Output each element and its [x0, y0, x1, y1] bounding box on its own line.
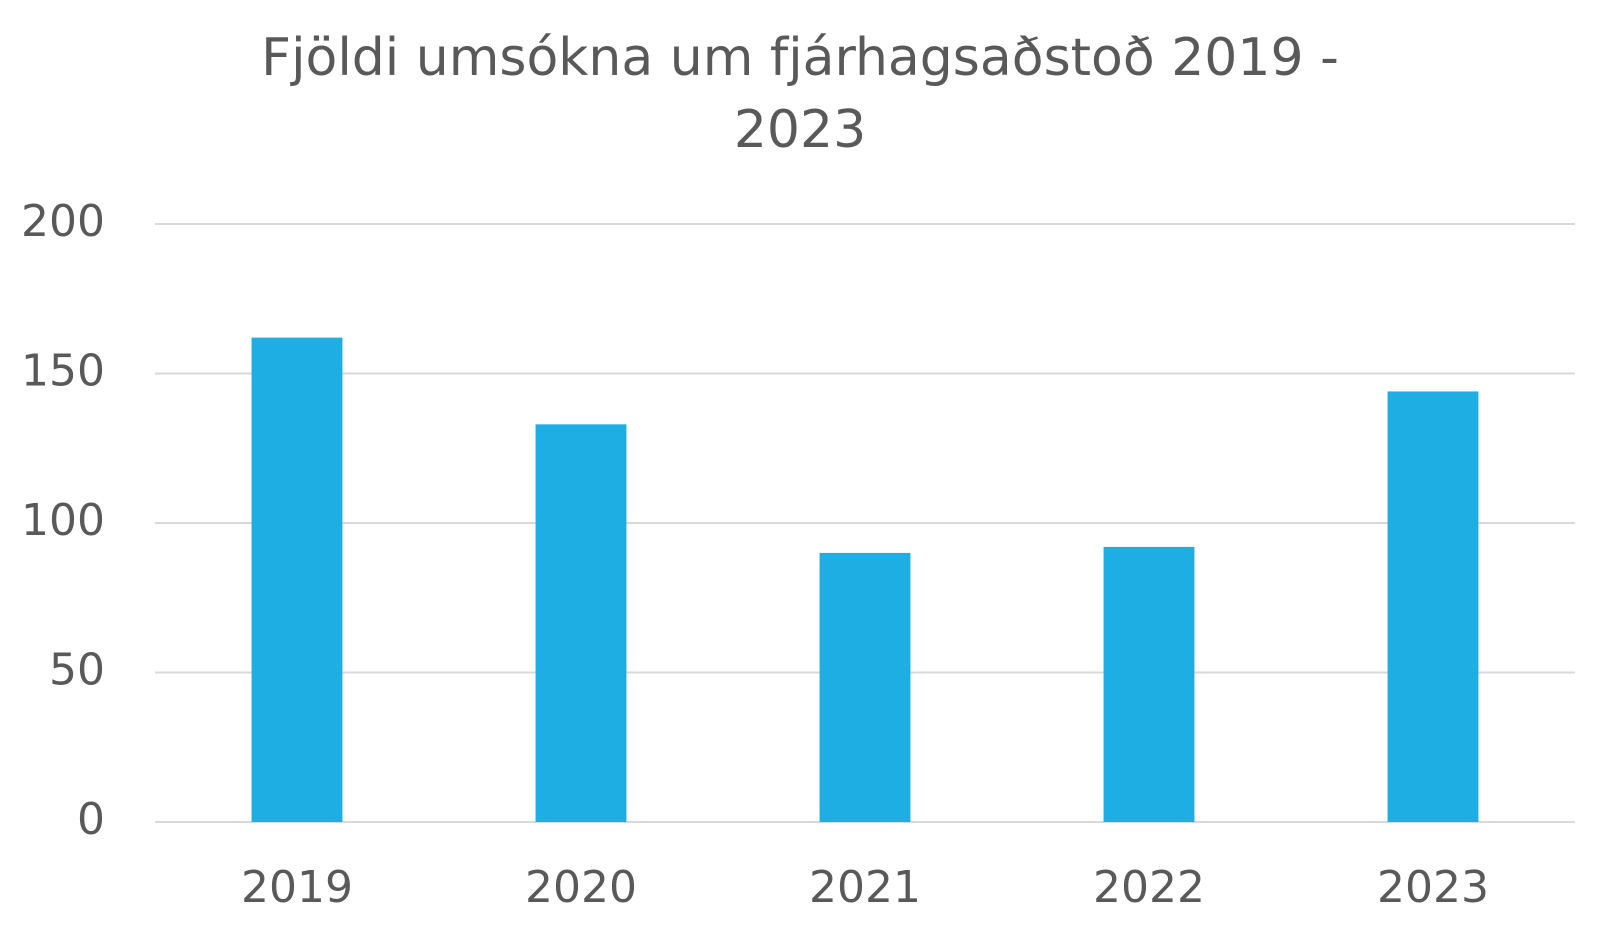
x-tick-label: 2023 [1377, 862, 1489, 913]
y-tick-label: 50 [49, 645, 105, 696]
y-tick-label: 150 [21, 346, 105, 397]
chart-title: Fjöldi umsókna um fjárhagsaðstoð 2019 - … [261, 28, 1339, 160]
x-tick-label: 2019 [241, 862, 353, 913]
bar [251, 337, 343, 822]
bar [1103, 546, 1195, 822]
bar [819, 552, 911, 822]
y-tick-label: 0 [77, 794, 105, 845]
bar [535, 424, 627, 822]
x-tick-label: 2021 [809, 862, 921, 913]
x-tick-label: 2020 [525, 862, 637, 913]
bar [1387, 391, 1479, 822]
y-tick-label: 200 [21, 196, 105, 247]
y-tick-label: 100 [21, 495, 105, 546]
x-tick-label: 2022 [1093, 862, 1205, 913]
